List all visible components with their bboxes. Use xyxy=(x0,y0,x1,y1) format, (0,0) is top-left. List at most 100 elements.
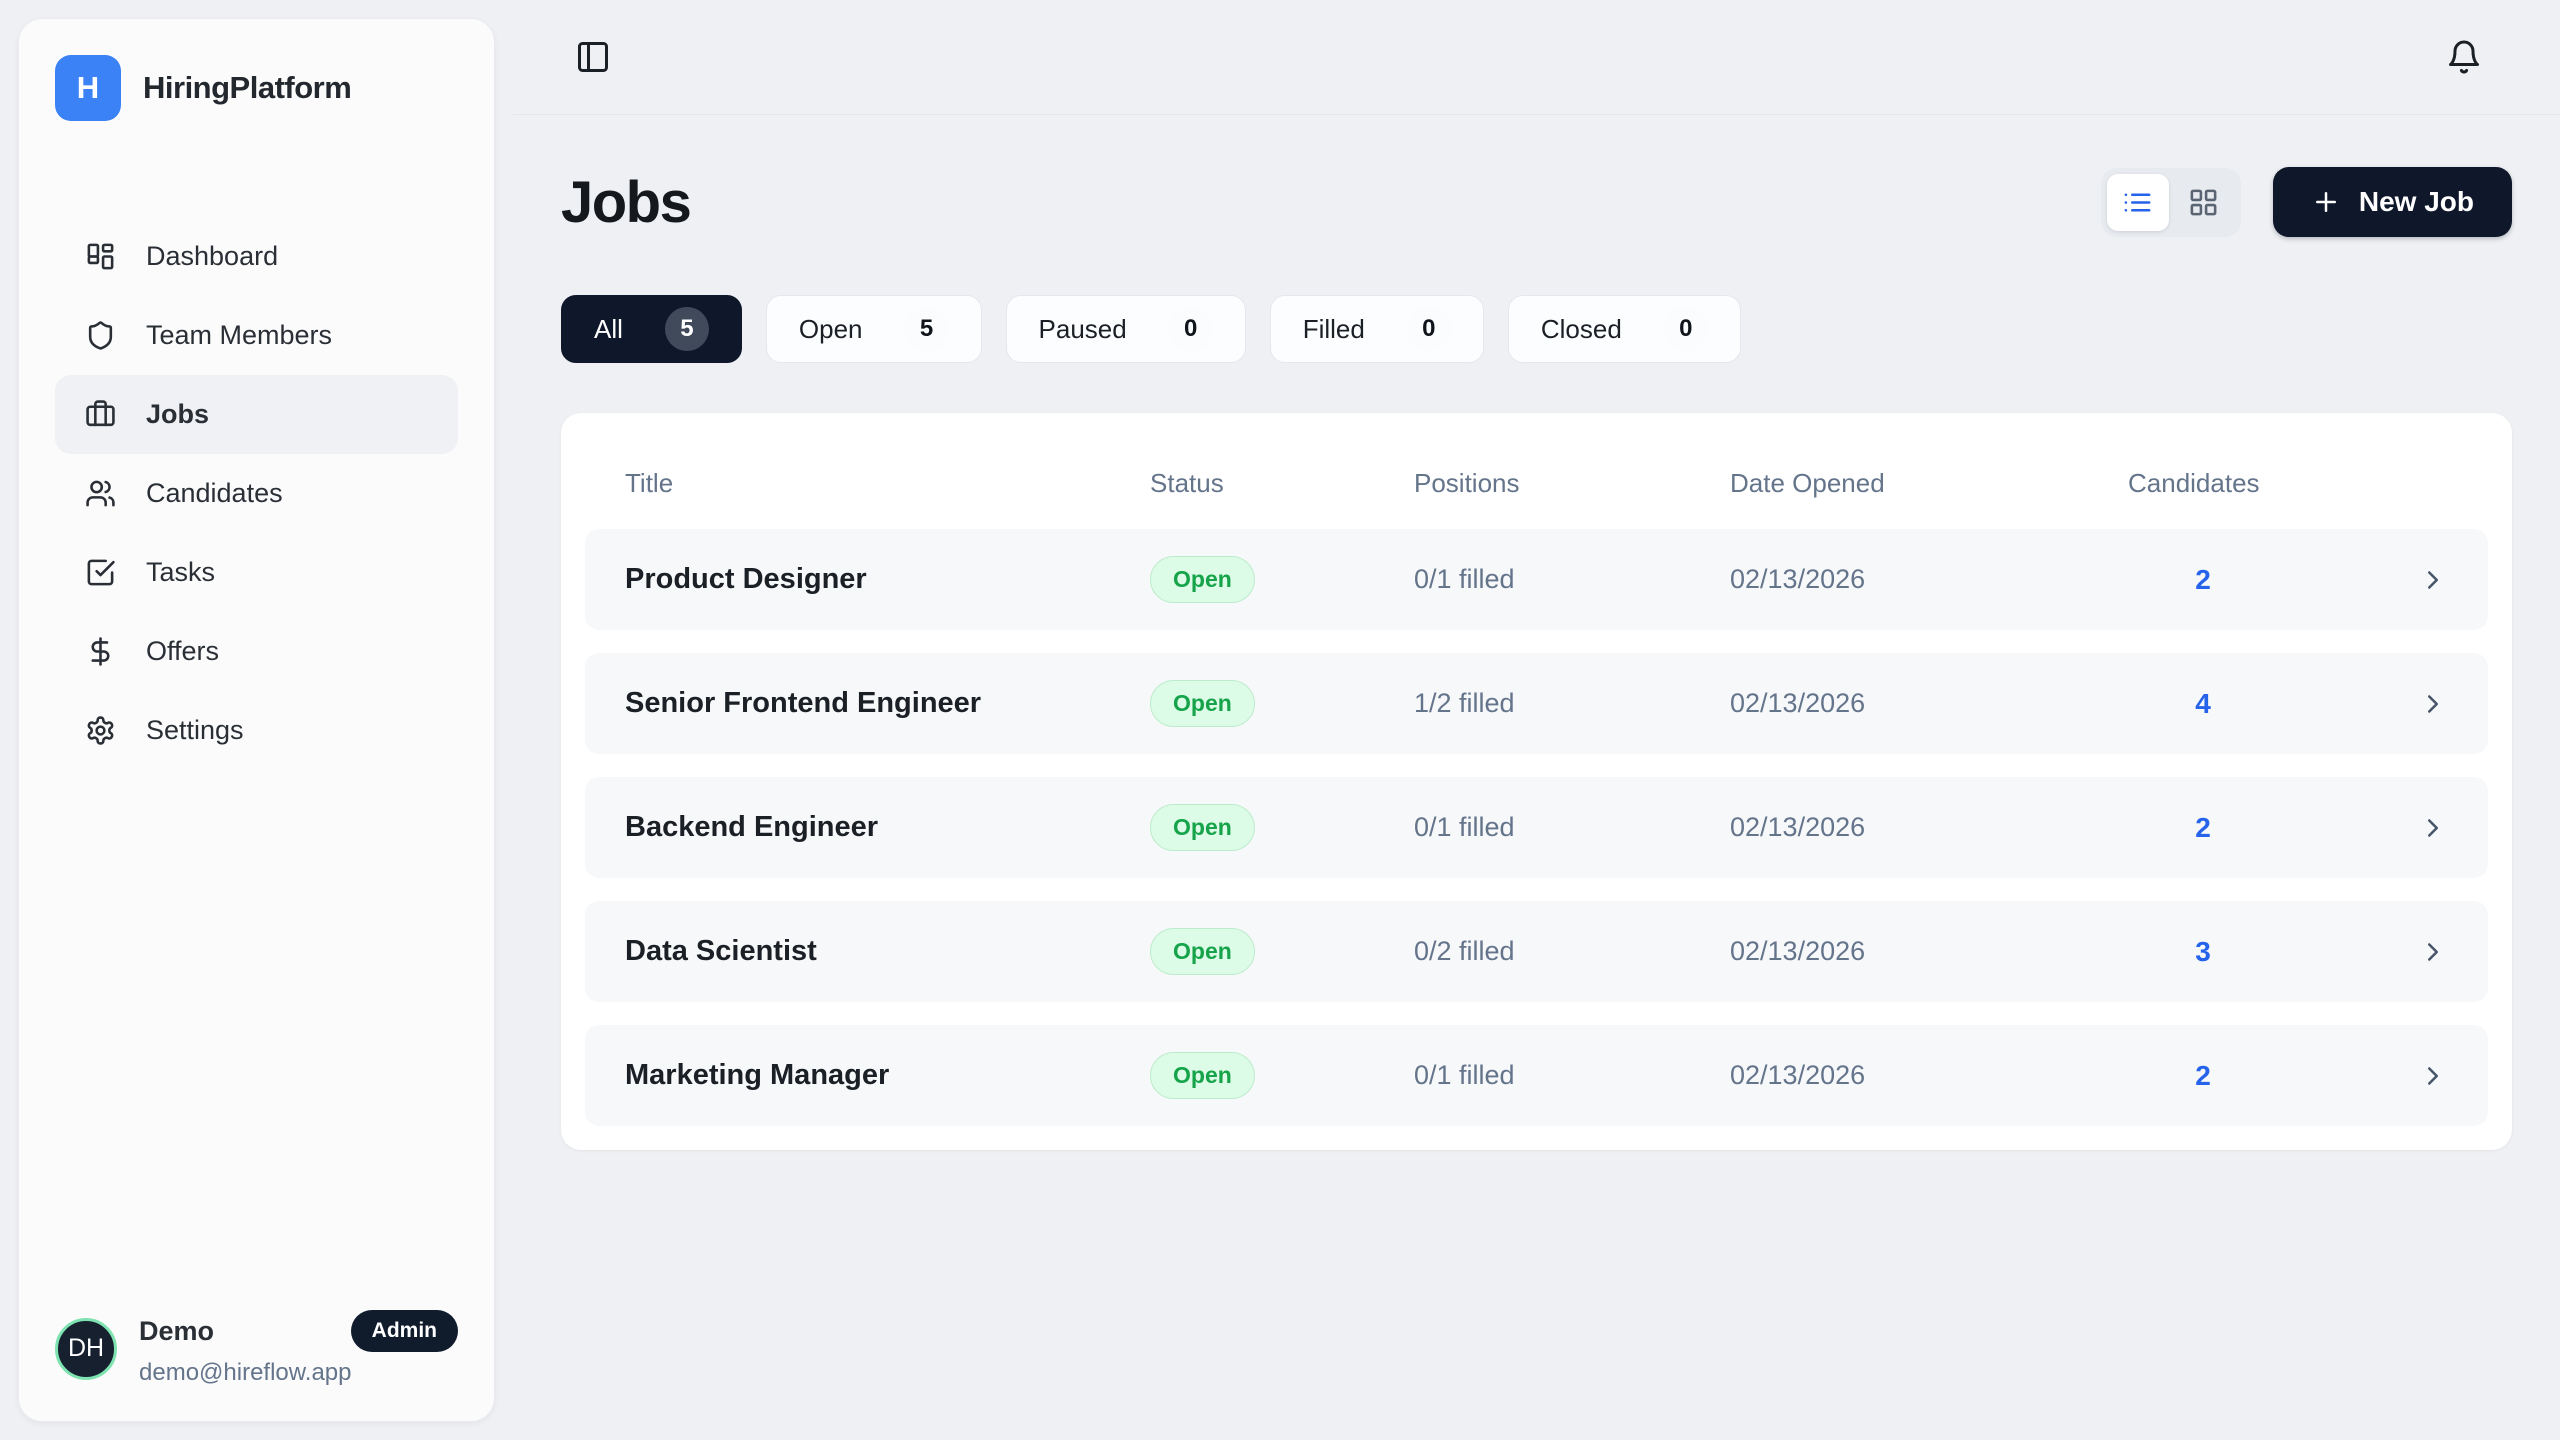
list-view-icon xyxy=(2122,187,2153,218)
user-initials: DH xyxy=(67,1334,105,1362)
app-brand: H HiringPlatform xyxy=(55,55,458,121)
sidebar-item-label: Team Members xyxy=(146,320,333,350)
candidates-count[interactable]: 3 xyxy=(2195,935,2211,967)
gear-icon xyxy=(85,715,116,746)
positions-cell: 0/1 filled xyxy=(1414,1060,1515,1090)
table-row-marketing-manager[interactable]: Marketing Manager Open 0/1 filled 02/13/… xyxy=(585,1025,2488,1126)
sidebar-item-label: Jobs xyxy=(146,399,210,429)
column-header-title: Title xyxy=(625,467,674,498)
user-card[interactable]: DH Demo Admin demo@hireflow.app xyxy=(55,1310,458,1387)
app-logo-letter: H xyxy=(76,70,100,105)
chevron-right-icon[interactable] xyxy=(2418,937,2448,967)
sidebar-item-candidates[interactable]: Candidates xyxy=(55,454,458,533)
sidebar-toggle-button[interactable] xyxy=(571,35,615,79)
sidebar-item-label: Dashboard xyxy=(146,241,279,271)
list-view-button[interactable] xyxy=(2106,173,2169,231)
sidebar: H HiringPlatform Dashboard Team Members … xyxy=(18,18,495,1422)
user-email: demo@hireflow.app xyxy=(139,1359,352,1386)
status-badge: Open xyxy=(1150,556,1255,603)
sidebar-item-label: Candidates xyxy=(146,478,283,508)
table-row-data-scientist[interactable]: Data Scientist Open 0/2 filled 02/13/202… xyxy=(585,901,2488,1002)
sidebar-item-settings[interactable]: Settings xyxy=(55,691,458,770)
date-opened-cell: 02/13/2026 xyxy=(1730,1060,1866,1090)
task-check-icon xyxy=(85,557,116,588)
users-icon xyxy=(85,478,116,509)
status-badge: Open xyxy=(1150,1052,1255,1099)
job-title: Senior Frontend Engineer xyxy=(625,687,982,719)
page-content: Jobs xyxy=(513,167,2560,1150)
column-header-date-opened: Date Opened xyxy=(1730,467,1885,498)
app-logo: H xyxy=(55,55,121,121)
filter-filled[interactable]: Filled 0 xyxy=(1269,295,1484,363)
table-row-product-designer[interactable]: Product Designer Open 0/1 filled 02/13/2… xyxy=(585,529,2488,630)
chevron-right-icon[interactable] xyxy=(2418,689,2448,719)
filter-closed[interactable]: Closed 0 xyxy=(1507,295,1741,363)
column-header-status: Status xyxy=(1150,467,1224,498)
filter-count-badge: 0 xyxy=(1406,307,1451,351)
sidebar-item-offers[interactable]: Offers xyxy=(55,612,458,691)
filter-label: Closed xyxy=(1540,313,1622,344)
panel-left-toggle-icon xyxy=(575,39,611,75)
briefcase-icon xyxy=(85,399,116,430)
positions-cell: 0/2 filled xyxy=(1414,936,1515,966)
new-job-button[interactable]: New Job xyxy=(2272,167,2512,237)
filter-paused[interactable]: Paused 0 xyxy=(1005,295,1246,363)
filter-label: Paused xyxy=(1038,313,1127,344)
column-header-candidates: Candidates xyxy=(2128,467,2260,498)
sidebar-item-dashboard[interactable]: Dashboard xyxy=(55,217,458,296)
sidebar-item-label: Offers xyxy=(146,636,220,666)
jobs-table-card: Title Status Positions Date Opened Candi… xyxy=(561,413,2512,1150)
candidates-count[interactable]: 2 xyxy=(2195,1059,2211,1091)
filter-count-badge: 5 xyxy=(664,307,709,351)
job-title: Marketing Manager xyxy=(625,1059,890,1091)
filter-label: Open xyxy=(798,313,863,344)
notifications-button[interactable] xyxy=(2442,35,2486,79)
view-toggle xyxy=(2100,167,2241,237)
chevron-right-icon[interactable] xyxy=(2418,565,2448,595)
page-title: Jobs xyxy=(561,169,692,235)
sidebar-item-label: Settings xyxy=(146,715,244,745)
topbar xyxy=(513,0,2560,115)
job-title: Backend Engineer xyxy=(625,811,879,843)
status-badge: Open xyxy=(1150,680,1255,727)
positions-cell: 0/1 filled xyxy=(1414,812,1515,842)
date-opened-cell: 02/13/2026 xyxy=(1730,564,1866,594)
status-badge: Open xyxy=(1150,928,1255,975)
candidates-count[interactable]: 2 xyxy=(2195,811,2211,843)
date-opened-cell: 02/13/2026 xyxy=(1730,936,1866,966)
positions-cell: 0/1 filled xyxy=(1414,564,1515,594)
plus-icon xyxy=(2311,187,2341,217)
grid-view-button[interactable] xyxy=(2173,174,2235,231)
table-row-backend-engineer[interactable]: Backend Engineer Open 0/1 filled 02/13/2… xyxy=(585,777,2488,878)
filter-open[interactable]: Open 5 xyxy=(765,295,982,363)
filter-label: Filled xyxy=(1302,313,1365,344)
sidebar-nav: Dashboard Team Members Jobs Candidates T… xyxy=(55,217,458,770)
status-badge: Open xyxy=(1150,804,1255,851)
date-opened-cell: 02/13/2026 xyxy=(1730,812,1866,842)
filter-count-badge: 0 xyxy=(1168,307,1213,351)
filter-all[interactable]: All 5 xyxy=(561,295,742,363)
sidebar-item-jobs[interactable]: Jobs xyxy=(55,375,458,454)
user-name: Demo xyxy=(139,1315,215,1346)
chevron-right-icon[interactable] xyxy=(2418,1061,2448,1091)
user-role-badge: Admin xyxy=(350,1310,458,1352)
filter-count-badge: 0 xyxy=(1663,307,1708,351)
bell-icon xyxy=(2446,39,2482,75)
chevron-right-icon[interactable] xyxy=(2418,813,2448,843)
candidates-count[interactable]: 4 xyxy=(2195,687,2211,719)
sidebar-item-label: Tasks xyxy=(146,557,216,587)
date-opened-cell: 02/13/2026 xyxy=(1730,688,1866,718)
app-name: HiringPlatform xyxy=(143,70,352,105)
filter-count-badge: 5 xyxy=(904,307,949,351)
filter-label: All xyxy=(594,313,623,344)
new-job-label: New Job xyxy=(2358,186,2474,217)
dollar-icon xyxy=(85,636,116,667)
dashboard-icon xyxy=(85,241,116,272)
candidates-count[interactable]: 2 xyxy=(2195,563,2211,595)
sidebar-item-tasks[interactable]: Tasks xyxy=(55,533,458,612)
column-header-positions: Positions xyxy=(1414,467,1520,498)
sidebar-item-team-members[interactable]: Team Members xyxy=(55,296,458,375)
table-header-row: Title Status Positions Date Opened Candi… xyxy=(585,437,2488,529)
positions-cell: 1/2 filled xyxy=(1414,688,1515,718)
table-row-senior-frontend-engineer[interactable]: Senior Frontend Engineer Open 1/2 filled… xyxy=(585,653,2488,754)
